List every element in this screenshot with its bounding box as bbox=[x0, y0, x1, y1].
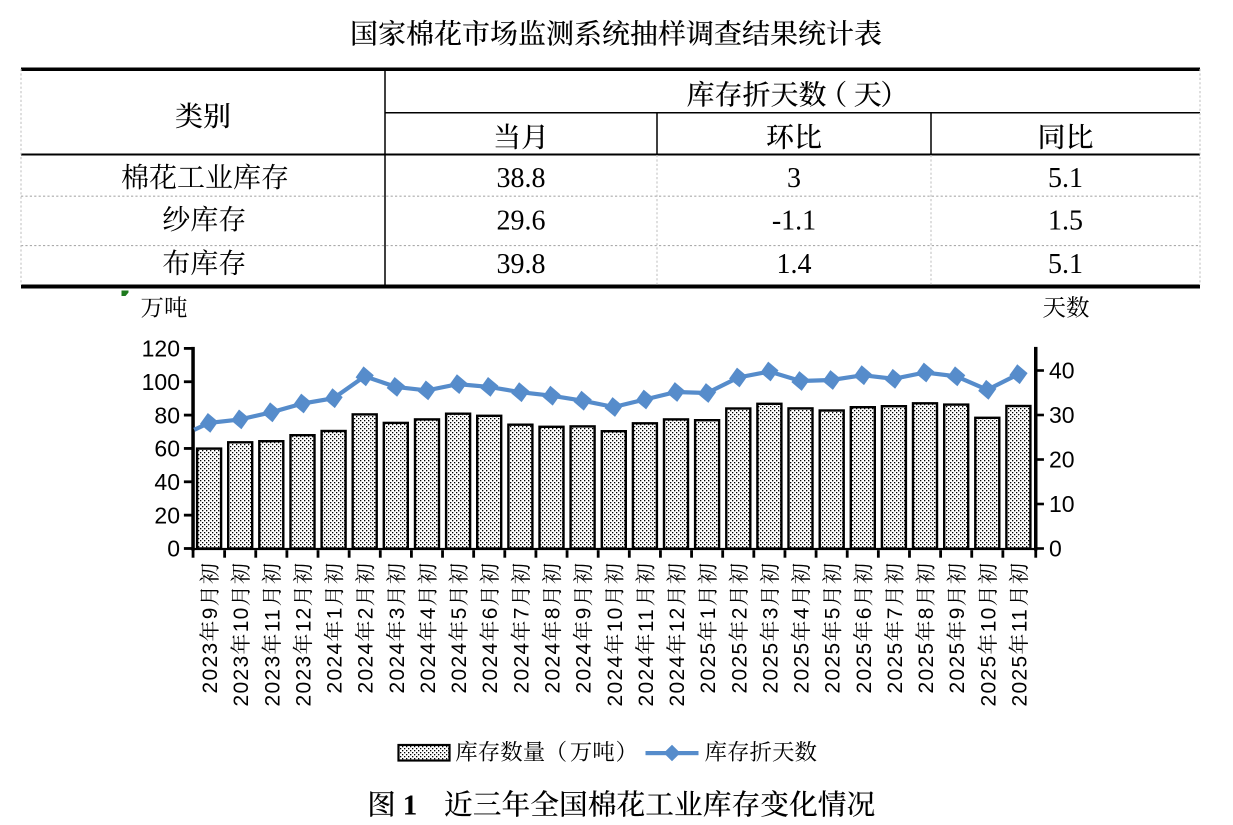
svg-text:9: 9 bbox=[946, 606, 969, 619]
svg-text:2024: 2024 bbox=[666, 655, 689, 707]
svg-text:1: 1 bbox=[403, 790, 418, 822]
svg-text:2025: 2025 bbox=[946, 642, 969, 694]
svg-text:2: 2 bbox=[355, 606, 378, 619]
svg-text:3: 3 bbox=[759, 606, 782, 619]
svg-text:2025: 2025 bbox=[728, 642, 751, 694]
svg-text:80: 80 bbox=[154, 402, 180, 428]
svg-text:6: 6 bbox=[479, 606, 502, 619]
svg-text:1.4: 1.4 bbox=[777, 249, 812, 280]
svg-text:2025: 2025 bbox=[915, 642, 938, 694]
svg-text:2024: 2024 bbox=[417, 642, 440, 694]
svg-text:7: 7 bbox=[884, 606, 907, 619]
svg-text:10: 10 bbox=[230, 606, 253, 632]
svg-text:1.5: 1.5 bbox=[1048, 205, 1083, 236]
svg-text:5: 5 bbox=[448, 606, 471, 619]
svg-text:1: 1 bbox=[697, 606, 720, 619]
svg-text:2024: 2024 bbox=[542, 642, 565, 694]
svg-text:120: 120 bbox=[142, 336, 180, 362]
svg-text:2025: 2025 bbox=[853, 642, 876, 694]
svg-text:2024: 2024 bbox=[448, 642, 471, 694]
svg-text:2024: 2024 bbox=[324, 642, 347, 694]
svg-text:4: 4 bbox=[791, 606, 814, 619]
svg-text:10: 10 bbox=[1049, 491, 1075, 517]
svg-text:2025: 2025 bbox=[884, 642, 907, 694]
svg-text:2023: 2023 bbox=[199, 642, 222, 694]
svg-text:2023: 2023 bbox=[261, 655, 284, 707]
svg-text:38.8: 38.8 bbox=[497, 163, 546, 194]
svg-text:2025: 2025 bbox=[822, 642, 845, 694]
svg-text:9: 9 bbox=[573, 606, 596, 619]
svg-text:20: 20 bbox=[154, 502, 180, 528]
svg-text:3: 3 bbox=[386, 606, 409, 619]
svg-text:30: 30 bbox=[1049, 402, 1075, 428]
svg-text:2: 2 bbox=[728, 606, 751, 619]
svg-text:1: 1 bbox=[324, 606, 347, 619]
svg-text:8: 8 bbox=[915, 606, 938, 619]
svg-text:2025: 2025 bbox=[759, 642, 782, 694]
svg-text:11: 11 bbox=[1008, 608, 1031, 632]
svg-text:40: 40 bbox=[154, 469, 180, 495]
svg-text:2024: 2024 bbox=[510, 642, 533, 694]
svg-text:2025: 2025 bbox=[1008, 655, 1031, 707]
svg-text:39.8: 39.8 bbox=[497, 249, 546, 280]
svg-text:0: 0 bbox=[167, 536, 180, 562]
svg-text:2024: 2024 bbox=[635, 655, 658, 707]
svg-text:10: 10 bbox=[604, 606, 627, 632]
svg-text:3: 3 bbox=[787, 163, 801, 194]
svg-text:100: 100 bbox=[142, 369, 180, 395]
svg-text:2025: 2025 bbox=[697, 642, 720, 694]
svg-text:6: 6 bbox=[853, 606, 876, 619]
svg-text:2025: 2025 bbox=[977, 655, 1000, 707]
svg-text:10: 10 bbox=[977, 606, 1000, 632]
svg-text:12: 12 bbox=[293, 606, 316, 632]
svg-text:2025: 2025 bbox=[791, 642, 814, 694]
svg-text:2024: 2024 bbox=[604, 655, 627, 707]
svg-text:29.6: 29.6 bbox=[497, 205, 546, 236]
svg-text:5.1: 5.1 bbox=[1048, 249, 1083, 280]
svg-text:2024: 2024 bbox=[355, 642, 378, 694]
svg-text:40: 40 bbox=[1049, 358, 1075, 384]
svg-text:11: 11 bbox=[261, 608, 284, 632]
svg-text:20: 20 bbox=[1049, 447, 1075, 473]
svg-text:5.1: 5.1 bbox=[1048, 163, 1083, 194]
svg-text:9: 9 bbox=[199, 606, 222, 619]
svg-text:2024: 2024 bbox=[573, 642, 596, 694]
svg-text:60: 60 bbox=[154, 436, 180, 462]
svg-text:0: 0 bbox=[1049, 536, 1062, 562]
svg-text:2023: 2023 bbox=[293, 655, 316, 707]
svg-text:4: 4 bbox=[417, 606, 440, 619]
svg-text:5: 5 bbox=[822, 606, 845, 619]
svg-text:-1.1: -1.1 bbox=[772, 205, 816, 236]
svg-text:8: 8 bbox=[542, 606, 565, 619]
svg-text:7: 7 bbox=[510, 606, 533, 619]
svg-text:2024: 2024 bbox=[386, 642, 409, 694]
svg-text:2024: 2024 bbox=[479, 642, 502, 694]
svg-text:2023: 2023 bbox=[230, 655, 253, 707]
svg-text:11: 11 bbox=[635, 608, 658, 632]
svg-text:12: 12 bbox=[666, 606, 689, 632]
